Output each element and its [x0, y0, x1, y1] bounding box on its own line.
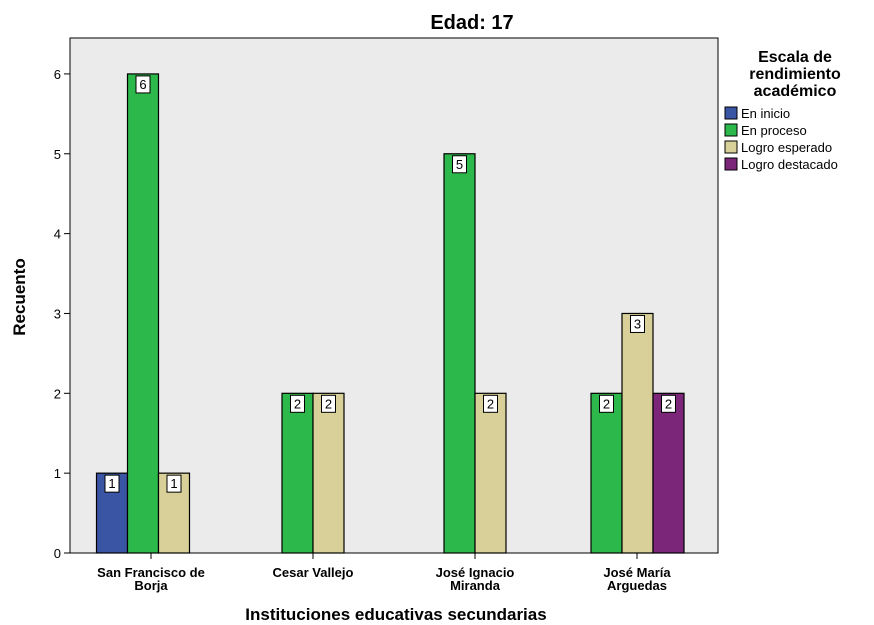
data-label-box	[452, 155, 467, 174]
bar	[621, 312, 654, 554]
legend-swatch	[724, 106, 738, 120]
legend-label: Logro esperado	[741, 140, 832, 155]
data-label-box	[661, 394, 676, 413]
x-tick-label: Cesar Vallejo	[273, 565, 354, 580]
data-label: 2	[603, 396, 610, 411]
bar	[157, 472, 191, 554]
bar	[652, 392, 685, 554]
y-tick-label: 0	[54, 546, 61, 561]
y-axis: 0 1 2 3 4 5 6	[54, 67, 70, 561]
legend-label: En inicio	[741, 106, 790, 121]
legend-swatch	[724, 157, 738, 171]
data-label: 1	[108, 476, 115, 491]
data-label-box	[166, 474, 182, 493]
data-label: 3	[634, 316, 641, 331]
y-tick-label: 2	[54, 386, 61, 401]
bar	[312, 392, 345, 554]
data-label-box	[290, 394, 305, 413]
x-tick-label: Borja	[134, 578, 168, 593]
chart-title: Edad: 17	[430, 12, 513, 34]
data-label: 2	[487, 396, 494, 411]
x-tick-label: Arguedas	[607, 578, 667, 593]
legend-title: rendimiento	[749, 66, 841, 83]
y-axis-title: Recuento	[10, 258, 29, 335]
data-label: 2	[294, 396, 301, 411]
x-tick-label: San Francisco de	[97, 565, 205, 580]
y-tick-label: 4	[54, 227, 61, 242]
data-label: 6	[139, 77, 146, 92]
bar	[281, 392, 314, 554]
data-label: 5	[456, 157, 463, 172]
data-label-box	[630, 314, 645, 333]
y-tick-label: 1	[54, 466, 61, 481]
data-label: 2	[665, 396, 672, 411]
bar	[474, 392, 507, 554]
x-tick-label: José Ignacio	[436, 565, 515, 580]
bar	[443, 153, 476, 554]
bar	[126, 73, 160, 554]
legend-swatch	[724, 123, 738, 137]
legend-label: En proceso	[741, 123, 807, 138]
data-label-box	[135, 75, 151, 94]
legend-title: Escala de	[758, 49, 832, 66]
data-label: 2	[325, 396, 332, 411]
legend-swatch	[724, 140, 738, 154]
data-label-box	[104, 474, 120, 493]
bars: 1 6 1 2 2 5 2 2 3 2	[95, 73, 685, 554]
bar	[590, 392, 623, 554]
x-axis-title: Instituciones educativas secundarias	[245, 605, 546, 624]
data-label: 1	[170, 476, 177, 491]
data-label-box	[599, 394, 614, 413]
y-tick-label: 3	[54, 306, 61, 321]
legend-label: Logro destacado	[741, 157, 838, 172]
y-tick-label: 5	[54, 147, 61, 162]
x-tick-label: José María	[603, 565, 671, 580]
data-label-box	[321, 394, 336, 413]
y-tick-label: 6	[54, 67, 61, 82]
legend-title: académico	[754, 83, 837, 100]
x-tick-label: Miranda	[450, 578, 501, 593]
data-label-box	[483, 394, 498, 413]
